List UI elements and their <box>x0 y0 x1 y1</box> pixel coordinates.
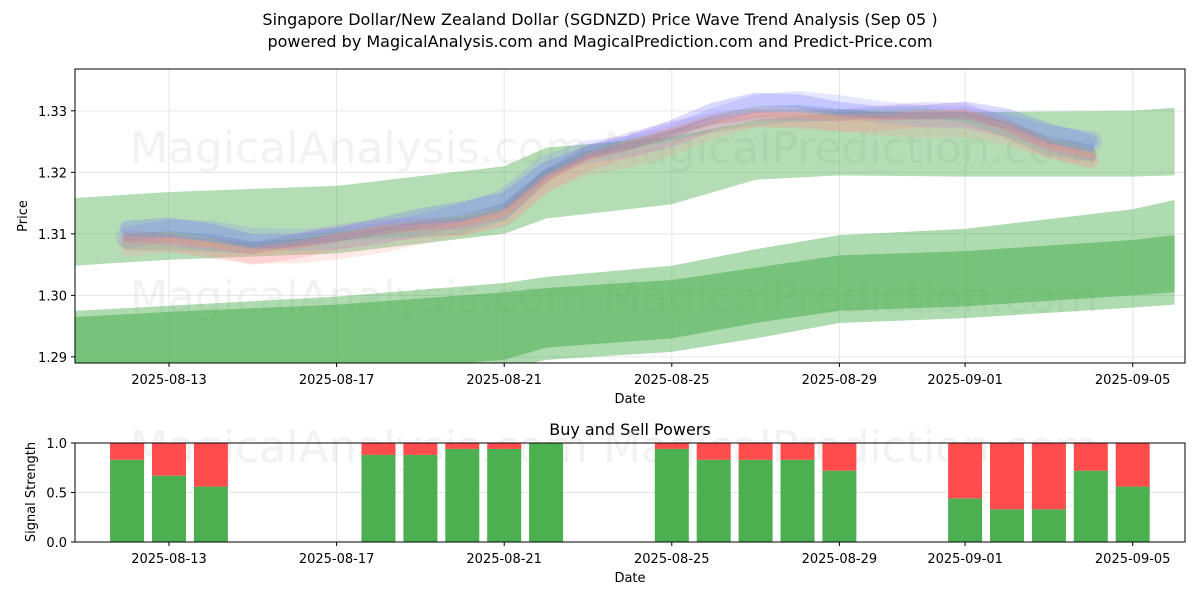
sell-bar <box>822 443 857 471</box>
watermark-analysis: MagicalAnalysis.com <box>130 123 588 174</box>
prediction-wave <box>121 113 1097 264</box>
sell-bar <box>403 443 438 455</box>
watermark-prediction: MagicalPrediction.com <box>603 123 1098 174</box>
y-tick-label: 1.31 <box>38 228 67 243</box>
buy-bar <box>654 448 689 542</box>
buy-bar <box>1073 470 1108 542</box>
prediction-wave <box>123 104 1095 249</box>
x-tick-label: 2025-08-21 <box>466 373 542 388</box>
x-tick-label: 2025-08-17 <box>299 373 375 388</box>
price-axes-frame <box>74 68 1186 364</box>
y-tick-label: 1.30 <box>38 289 67 304</box>
y-tick-label: 1.0 <box>46 437 67 452</box>
sell-bar <box>152 443 186 476</box>
sell-bar <box>1115 443 1150 487</box>
price-x-axis-label: Date <box>614 392 645 407</box>
x-tick-label: 2025-08-13 <box>131 373 207 388</box>
buy-bar <box>152 475 186 542</box>
x-tick-label: 2025-08-29 <box>802 552 878 567</box>
sell-bar <box>738 443 773 460</box>
sell-bar <box>110 443 145 460</box>
sell-bar <box>361 443 396 455</box>
buy-bar <box>1115 486 1150 542</box>
price-axis-ticks: 2025-08-13 2025-08-17 2025-08-21 2025-08-25… <box>38 105 1170 388</box>
x-tick-label: 2025-08-13 <box>131 552 207 567</box>
buy-bar <box>948 498 983 542</box>
prediction-wave <box>116 90 1102 251</box>
prediction-wave <box>119 110 1099 265</box>
x-tick-label: 2025-09-05 <box>1095 552 1171 567</box>
buy-bar <box>487 448 522 542</box>
buy-bar <box>361 454 396 542</box>
sell-bar <box>654 443 689 449</box>
sell-bar <box>780 443 815 460</box>
prediction-wave <box>121 102 1097 255</box>
signal-axis-ticks: 2025-08-13 2025-08-17 2025-08-21 2025-08-25… <box>46 437 1170 567</box>
x-tick-label: 2025-08-21 <box>466 552 542 567</box>
buy-bar <box>193 486 228 542</box>
x-tick-label: 2025-08-25 <box>634 552 710 567</box>
chart-subtitle: powered by MagicalAnalysis.com and Magic… <box>267 32 933 51</box>
sell-bar <box>990 443 1024 510</box>
y-tick-label: 0.5 <box>46 487 67 502</box>
signal-y-axis-label: Signal Strength <box>24 442 39 542</box>
x-tick-label: 2025-09-01 <box>927 373 1003 388</box>
y-tick-label: 1.33 <box>38 105 67 120</box>
sell-bar <box>487 443 522 449</box>
buy-bar <box>445 448 480 542</box>
sell-bar <box>696 443 731 460</box>
x-tick-label: 2025-09-01 <box>927 552 1003 567</box>
x-tick-label: 2025-08-29 <box>802 373 878 388</box>
x-tick-label: 2025-08-17 <box>299 552 375 567</box>
sell-bar <box>1073 443 1108 471</box>
x-tick-label: 2025-08-25 <box>634 373 710 388</box>
y-tick-label: 1.29 <box>38 351 67 366</box>
signal-x-axis-label: Date <box>614 571 645 586</box>
y-tick-label: 0.0 <box>46 536 67 551</box>
upper-wave-band <box>75 107 1175 266</box>
sell-bar <box>445 443 480 449</box>
sell-bar <box>948 443 983 499</box>
buy-bar <box>990 509 1024 542</box>
prediction-wave <box>122 107 1096 254</box>
y-tick-label: 1.32 <box>38 166 67 181</box>
buy-bar <box>529 443 564 542</box>
buy-bar <box>696 459 731 542</box>
signal-plot-area <box>110 443 1150 542</box>
prediction-wave <box>122 107 1096 254</box>
prediction-wave <box>120 92 1098 249</box>
buy-bar <box>1031 509 1066 542</box>
buy-bar <box>738 459 773 542</box>
price-plot-area <box>75 90 1175 363</box>
sell-bar <box>1031 443 1066 510</box>
buy-bar <box>110 459 145 542</box>
x-tick-label: 2025-09-05 <box>1095 373 1171 388</box>
buy-bar <box>822 470 857 542</box>
lower-wave-inner-band <box>75 235 1175 363</box>
prediction-wave <box>123 111 1095 254</box>
sell-bar <box>193 443 228 487</box>
chart-title: Singapore Dollar/New Zealand Dollar (SGD… <box>262 10 938 29</box>
buy-bar <box>780 459 815 542</box>
price-y-axis-label: Price <box>16 200 31 232</box>
buy-bar <box>403 454 438 542</box>
signal-chart-title: Buy and Sell Powers <box>549 420 711 439</box>
